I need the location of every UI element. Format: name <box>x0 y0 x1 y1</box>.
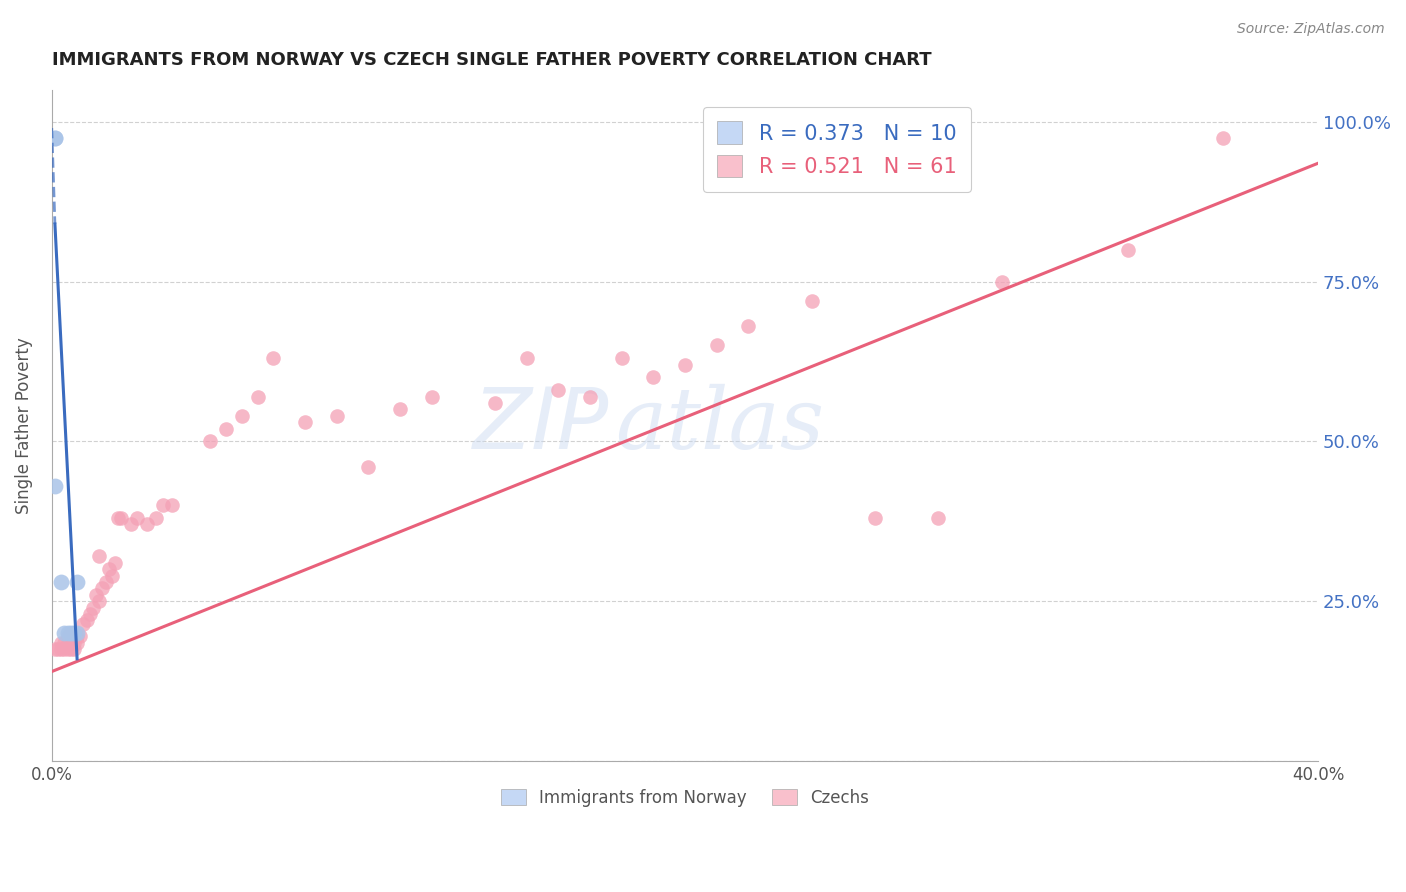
Point <box>66 626 89 640</box>
Y-axis label: Single Father Poverty: Single Father Poverty <box>15 337 32 514</box>
Point <box>97 562 120 576</box>
Point <box>1212 130 1234 145</box>
Point <box>135 517 157 532</box>
Point <box>66 629 89 643</box>
Point <box>863 511 886 525</box>
Point <box>53 636 76 650</box>
Point <box>51 636 73 650</box>
Point <box>84 588 107 602</box>
Point <box>420 390 443 404</box>
Text: atlas: atlas <box>616 384 824 467</box>
Point <box>673 358 696 372</box>
Point <box>246 390 269 404</box>
Point <box>51 642 73 657</box>
Point <box>89 594 111 608</box>
Point <box>59 636 82 650</box>
Point <box>643 370 665 384</box>
Point <box>927 511 949 525</box>
Point <box>706 338 728 352</box>
Point <box>101 568 124 582</box>
Text: ZIP: ZIP <box>472 384 609 467</box>
Point <box>63 642 86 657</box>
Legend: Immigrants from Norway, Czechs: Immigrants from Norway, Czechs <box>494 781 876 814</box>
Text: IMMIGRANTS FROM NORWAY VS CZECH SINGLE FATHER POVERTY CORRELATION CHART: IMMIGRANTS FROM NORWAY VS CZECH SINGLE F… <box>52 51 931 69</box>
Point <box>44 130 66 145</box>
Point <box>1116 243 1139 257</box>
Text: Source: ZipAtlas.com: Source: ZipAtlas.com <box>1237 22 1385 37</box>
Point <box>110 511 132 525</box>
Point <box>79 607 101 621</box>
Point <box>56 626 79 640</box>
Point <box>46 642 69 657</box>
Point <box>44 642 66 657</box>
Point <box>104 556 127 570</box>
Point <box>53 642 76 657</box>
Point <box>579 390 602 404</box>
Point <box>82 600 104 615</box>
Point <box>63 626 86 640</box>
Point <box>262 351 284 366</box>
Point <box>357 459 380 474</box>
Point <box>127 511 149 525</box>
Point <box>107 511 129 525</box>
Point <box>51 575 73 590</box>
Point <box>737 319 759 334</box>
Point <box>91 582 114 596</box>
Point <box>56 629 79 643</box>
Point <box>516 351 538 366</box>
Point <box>610 351 633 366</box>
Point <box>44 479 66 493</box>
Point <box>53 626 76 640</box>
Point <box>69 629 91 643</box>
Point <box>484 396 506 410</box>
Point <box>72 616 94 631</box>
Point <box>152 498 174 512</box>
Point <box>294 415 316 429</box>
Point <box>66 636 89 650</box>
Point <box>56 642 79 657</box>
Point <box>44 130 66 145</box>
Point <box>215 421 238 435</box>
Point <box>800 293 823 308</box>
Point <box>56 636 79 650</box>
Point <box>89 549 111 564</box>
Point <box>160 498 183 512</box>
Point <box>325 409 347 423</box>
Point <box>59 642 82 657</box>
Point <box>198 434 221 449</box>
Point <box>59 626 82 640</box>
Point <box>120 517 142 532</box>
Point <box>388 402 411 417</box>
Point <box>63 636 86 650</box>
Point <box>145 511 167 525</box>
Point <box>76 614 98 628</box>
Point <box>990 275 1012 289</box>
Point <box>94 575 117 590</box>
Point <box>547 383 569 397</box>
Point <box>231 409 253 423</box>
Point <box>66 575 89 590</box>
